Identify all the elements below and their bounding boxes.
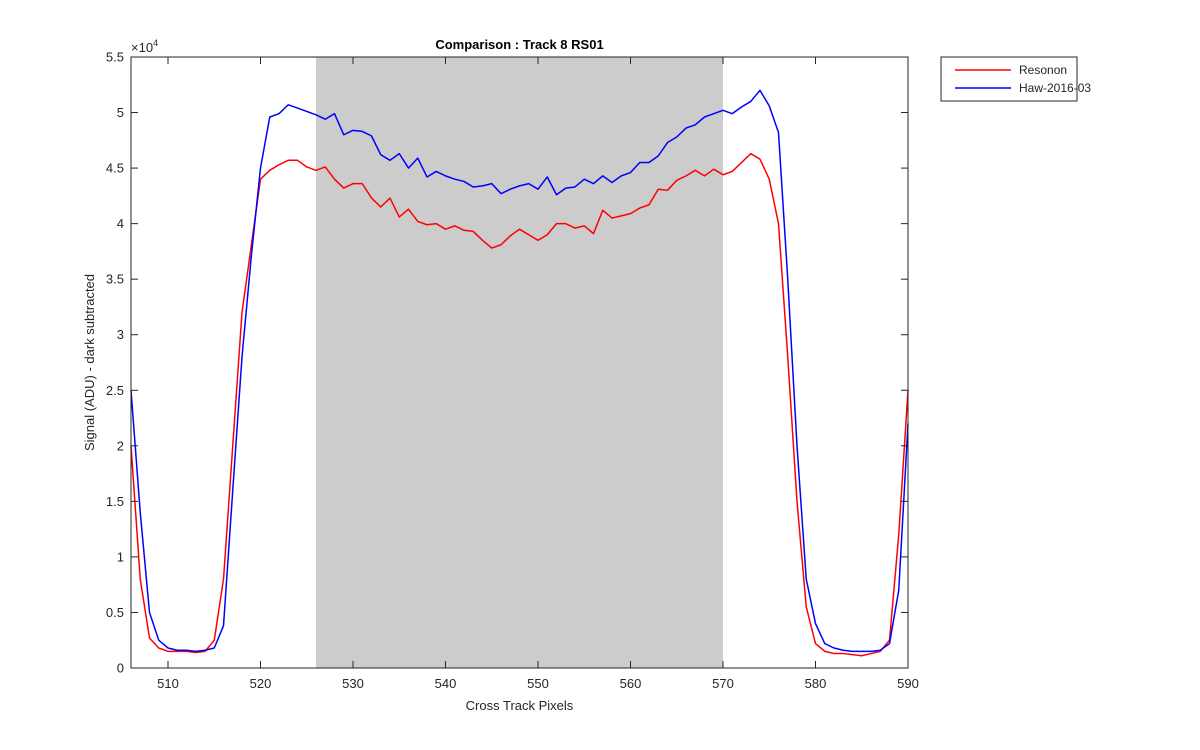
x-tick-label: 550 bbox=[527, 676, 549, 691]
x-axis-label: Cross Track Pixels bbox=[466, 698, 574, 713]
y-axis-ticks: 0 0.5 1 1.5 2 2.5 3 3.5 4 4.5 5 5.5 bbox=[106, 50, 908, 676]
y-exponent-base: ×10 bbox=[131, 40, 153, 55]
x-tick-label: 580 bbox=[805, 676, 827, 691]
y-tick-label: 4 bbox=[117, 216, 124, 231]
y-tick-label: 0 bbox=[117, 661, 124, 676]
x-tick-label: 540 bbox=[435, 676, 457, 691]
y-tick-label: 5.5 bbox=[106, 50, 124, 65]
series-layer bbox=[130, 89, 909, 657]
legend-entry-haw-2016-03: Haw-2016-03 bbox=[1019, 81, 1091, 95]
x-tick-label: 560 bbox=[620, 676, 642, 691]
chart-title: Comparison : Track 8 RS01 bbox=[435, 37, 603, 52]
x-tick-label: 510 bbox=[157, 676, 179, 691]
x-tick-label: 590 bbox=[897, 676, 919, 691]
y-tick-label: 5 bbox=[117, 105, 124, 120]
x-tick-label: 520 bbox=[250, 676, 272, 691]
series-line-resonon bbox=[130, 152, 909, 657]
y-axis-exponent: ×104 bbox=[131, 38, 158, 55]
x-tick-label: 570 bbox=[712, 676, 734, 691]
y-tick-label: 4.5 bbox=[106, 161, 124, 176]
series-line-haw-2016-03 bbox=[130, 89, 909, 653]
legend-entry-resonon: Resonon bbox=[1019, 63, 1067, 77]
x-tick-label: 530 bbox=[342, 676, 364, 691]
legend-box bbox=[940, 56, 1078, 102]
y-tick-label: 2.5 bbox=[106, 383, 124, 398]
y-exponent-power: 4 bbox=[153, 38, 158, 48]
y-tick-label: 0.5 bbox=[106, 605, 124, 620]
y-tick-label: 2 bbox=[117, 438, 124, 453]
x-axis-ticks: 510 520 530 540 550 560 570 580 590 bbox=[157, 57, 919, 691]
y-tick-label: 3 bbox=[117, 327, 124, 342]
y-tick-label: 1.5 bbox=[106, 494, 124, 509]
y-tick-label: 3.5 bbox=[106, 272, 124, 287]
plot-frame bbox=[130, 56, 909, 669]
y-axis-label: Signal (ADU) - dark subtracted bbox=[82, 274, 97, 451]
legend: Resonon Haw-2016-03 bbox=[940, 56, 1091, 102]
y-tick-label: 1 bbox=[117, 549, 124, 564]
